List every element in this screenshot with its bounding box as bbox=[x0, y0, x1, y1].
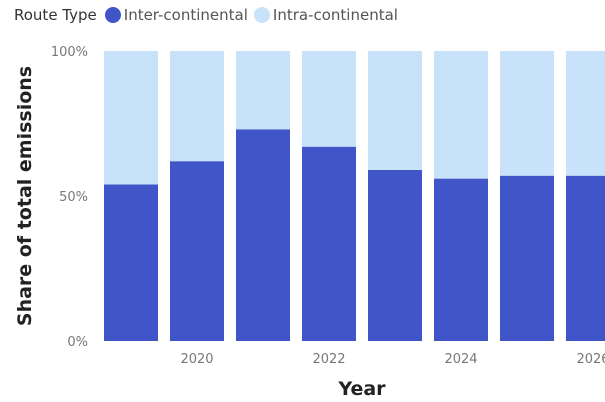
legend-label-intra-continental: Intra-continental bbox=[272, 6, 398, 24]
y-axis-title: Share of total emissions bbox=[14, 66, 36, 326]
legend-label-inter-continental: Inter-continental bbox=[123, 6, 248, 24]
bar-inter-continental-2025[interactable] bbox=[500, 175, 554, 341]
x-axis-title: Year bbox=[337, 378, 386, 400]
legend-item-intra-continental[interactable]: Intra-continental bbox=[253, 6, 398, 24]
bar-inter-continental-2022[interactable] bbox=[302, 146, 356, 341]
bar-intra-continental-2019[interactable] bbox=[104, 51, 158, 185]
bar-intra-continental-2020[interactable] bbox=[170, 51, 224, 162]
x-tick-label-2020: 2020 bbox=[180, 352, 213, 367]
bar-intra-continental-2025[interactable] bbox=[500, 51, 554, 176]
x-tick-label-2022: 2022 bbox=[312, 352, 345, 367]
bar-intra-continental-2021[interactable] bbox=[236, 51, 290, 130]
y-tick-label-0: 0% bbox=[67, 335, 88, 350]
bar-inter-continental-2019[interactable] bbox=[104, 184, 158, 341]
bar-intra-continental-2024[interactable] bbox=[434, 51, 488, 179]
bar-inter-continental-2021[interactable] bbox=[236, 129, 290, 341]
bar-inter-continental-2020[interactable] bbox=[170, 161, 224, 341]
legend-title: Route Type bbox=[14, 6, 97, 24]
legend-item-inter-continental[interactable]: Inter-continental bbox=[104, 6, 248, 24]
bar-inter-continental-2026[interactable] bbox=[566, 175, 605, 341]
x-tick-label-2026: 2026 bbox=[576, 352, 605, 367]
legend-swatch-intra-continental bbox=[253, 7, 270, 23]
bar-inter-continental-2024[interactable] bbox=[434, 178, 488, 341]
x-tick-label-2024: 2024 bbox=[444, 352, 477, 367]
legend-swatch-inter-continental bbox=[104, 7, 121, 23]
y-tick-label-100: 100% bbox=[51, 45, 88, 60]
bar-intra-continental-2022[interactable] bbox=[302, 51, 356, 147]
bar-intra-continental-2023[interactable] bbox=[368, 51, 422, 170]
y-tick-label-50: 50% bbox=[59, 190, 88, 205]
legend: Route Type Inter-continental Intra-conti… bbox=[14, 4, 404, 26]
bar-intra-continental-2026[interactable] bbox=[566, 51, 605, 176]
bar-inter-continental-2023[interactable] bbox=[368, 169, 422, 341]
